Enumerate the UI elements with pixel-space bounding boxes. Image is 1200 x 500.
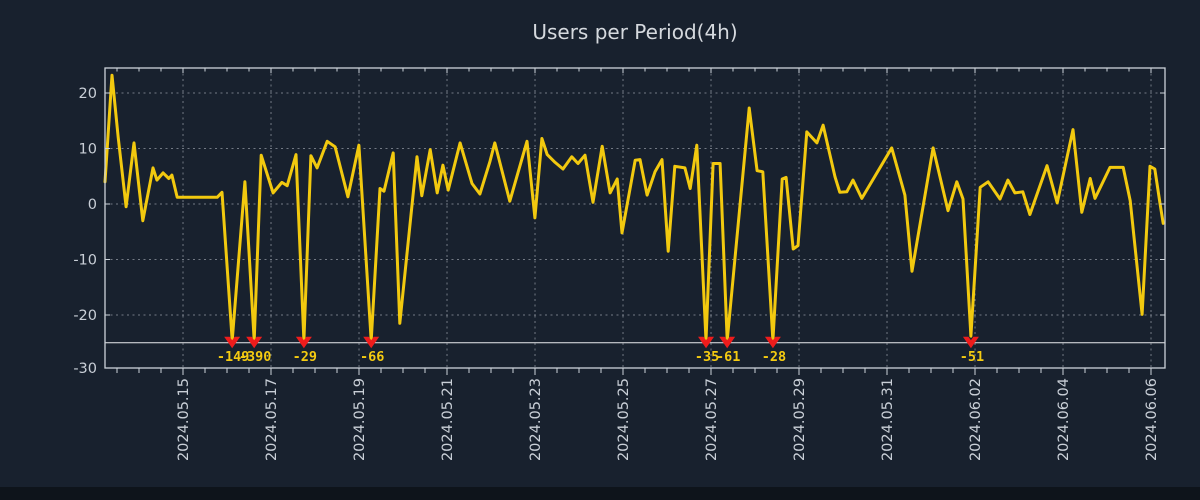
threshold-marker-label: -51 <box>960 349 984 365</box>
threshold-marker <box>764 336 781 349</box>
x-tick-label: 2024.05.17 <box>264 378 280 461</box>
y-tick-label: -20 <box>73 308 97 324</box>
y-tick-label: 0 <box>88 197 97 213</box>
x-tick-label: 2024.05.19 <box>352 378 368 461</box>
threshold-marker <box>698 336 715 349</box>
plot-border <box>104 67 1166 369</box>
tick-labels-layer: 20 10 0 -10 -20 -30 2024.05.15 2024.05.17 2024.0… <box>73 86 1160 461</box>
x-tick-label: 2024.05.29 <box>792 378 808 461</box>
x-tick-label: 2024.06.02 <box>968 378 984 461</box>
y-tick-label: -30 <box>73 361 97 377</box>
grid-layer <box>105 68 1165 368</box>
y-tick-label: 20 <box>79 86 97 102</box>
x-tick-label: 2024.06.04 <box>1056 378 1072 461</box>
threshold-marker-label: -66 <box>360 349 384 365</box>
x-tick-label: 2024.05.23 <box>528 378 544 461</box>
threshold-marker <box>719 336 736 349</box>
x-tick-label: 2024.05.21 <box>440 378 456 461</box>
x-tick-label: 2024.05.31 <box>880 378 896 461</box>
threshold-marker <box>363 336 380 349</box>
threshold-marker-label: -390 <box>239 349 272 365</box>
x-tick-label: 2024.05.25 <box>616 378 632 461</box>
threshold-marker-label: -29 <box>293 349 317 365</box>
threshold-marker-label: -61 <box>716 349 740 365</box>
x-tick-label: 2024.05.15 <box>176 378 192 461</box>
threshold-marker <box>962 336 979 349</box>
threshold-markers-layer: -149-390 -29 -66 -35-61 -28 -51 <box>217 336 984 365</box>
bottom-strip <box>0 487 1200 500</box>
threshold-marker-label: -35 <box>695 349 719 365</box>
x-tick-label: 2024.06.06 <box>1144 378 1160 461</box>
x-tick-label: 2024.05.27 <box>704 378 720 461</box>
users-series-line <box>103 73 1165 342</box>
threshold-marker <box>246 336 263 349</box>
series-line-layer <box>103 73 1165 342</box>
threshold-marker <box>295 336 312 349</box>
threshold-marker <box>224 336 241 349</box>
chart-title: Users per Period(4h) <box>532 20 737 44</box>
y-tick-label: -10 <box>73 253 97 269</box>
axes-layer <box>104 67 1166 375</box>
threshold-marker-label: -28 <box>762 349 786 365</box>
threshold-marker-label: -149 <box>217 349 250 365</box>
y-tick-label: 10 <box>79 142 97 158</box>
